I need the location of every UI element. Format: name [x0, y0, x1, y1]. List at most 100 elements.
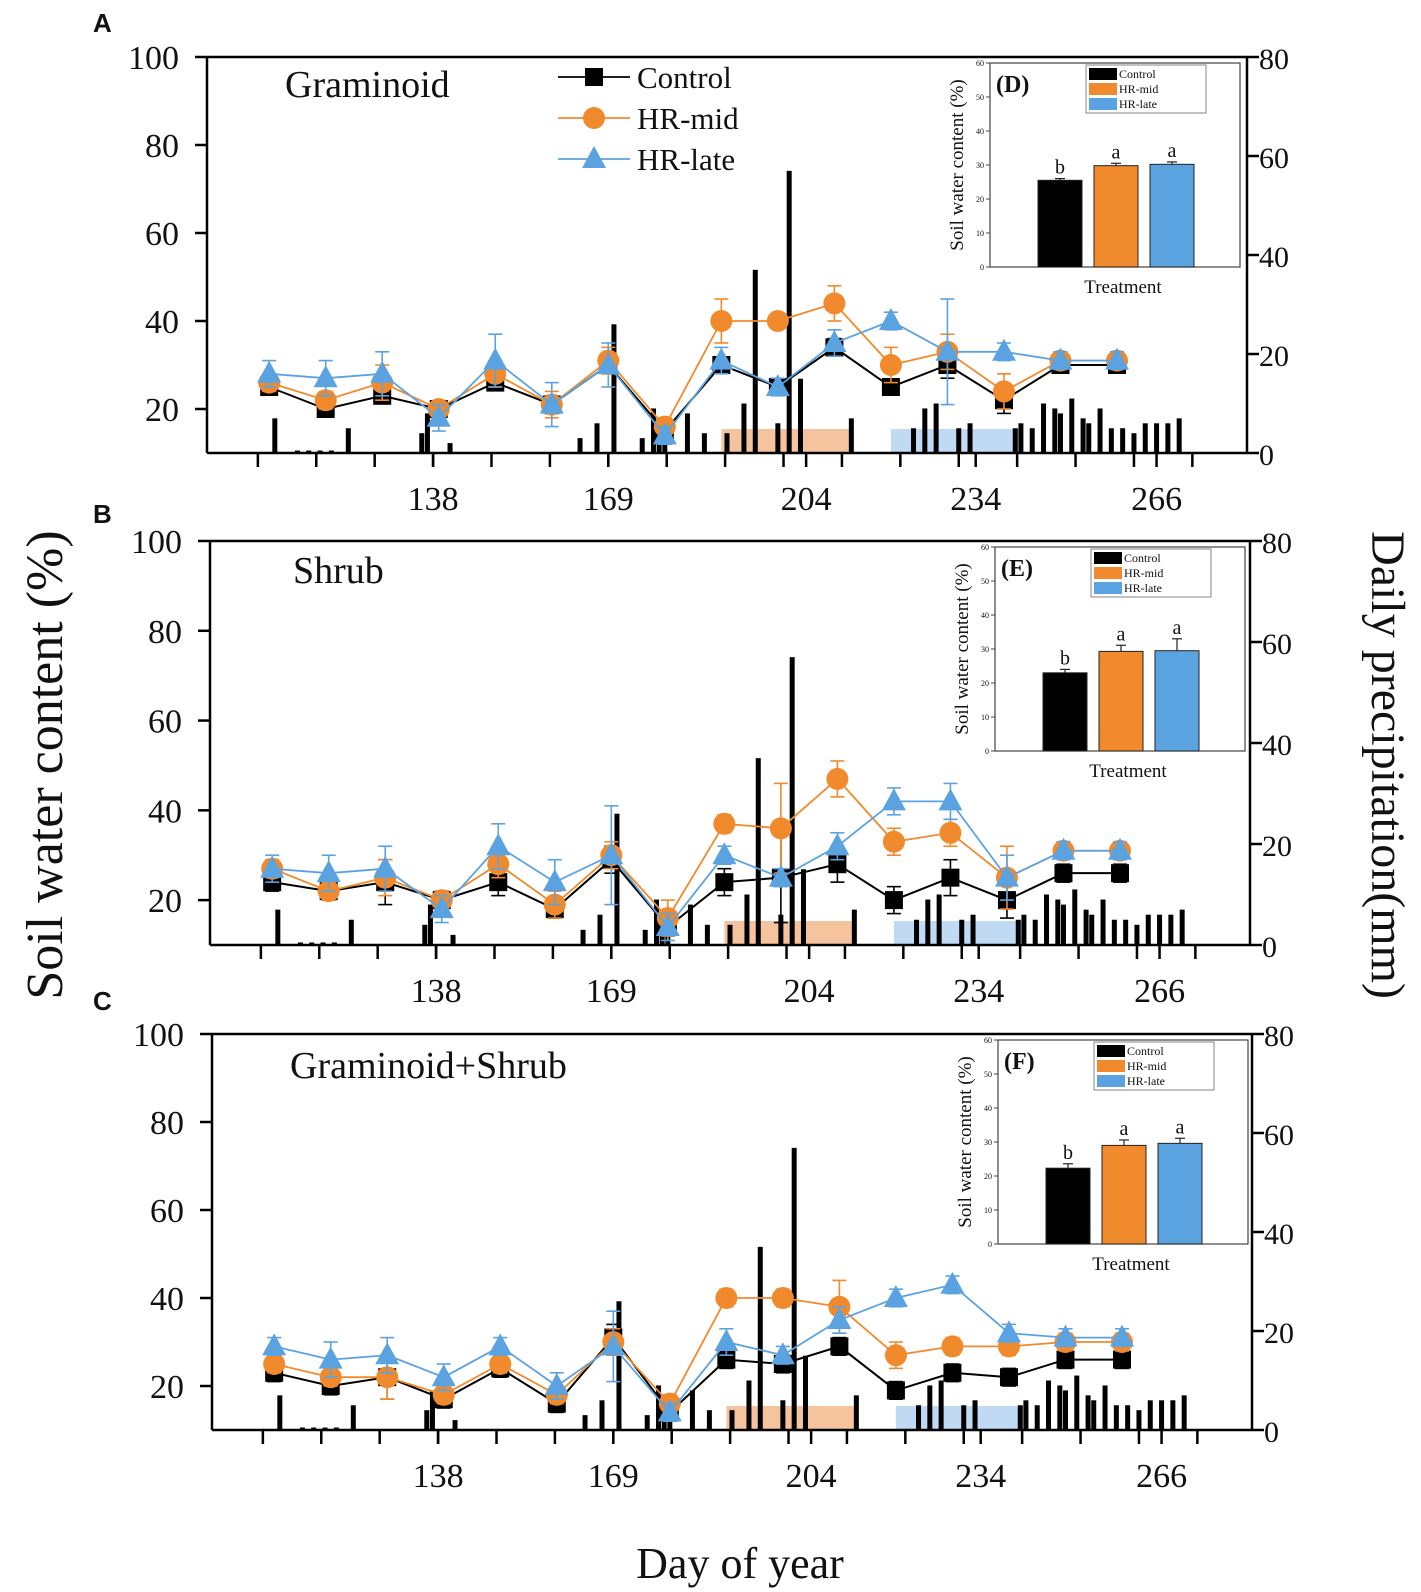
precipitation-bar	[724, 433, 730, 453]
precipitation-bar	[447, 443, 453, 453]
data-point	[765, 374, 790, 396]
panel-title: Shrub	[293, 550, 384, 592]
data-point	[544, 1373, 569, 1395]
precipitation-bar	[1055, 899, 1061, 945]
data-point	[314, 389, 337, 412]
inset-bar-control	[1042, 672, 1088, 752]
precipitation-bar	[961, 1405, 967, 1430]
data-point	[822, 330, 847, 352]
precipitation-bar	[1032, 919, 1038, 945]
precipitation-bar	[1097, 408, 1103, 453]
data-point	[599, 842, 624, 865]
data-point	[262, 1333, 287, 1356]
control-line	[273, 1336, 1122, 1414]
data-point	[1105, 347, 1129, 370]
y-tick-label: 20	[145, 392, 179, 429]
data-point	[488, 1333, 513, 1356]
precipitation-bar	[755, 758, 761, 945]
precipitation-bar	[851, 909, 857, 945]
y2-tick-label: 20	[1264, 1317, 1294, 1350]
data-point	[883, 1285, 908, 1307]
precipitation-bar	[786, 170, 792, 453]
data-point	[1051, 837, 1076, 860]
precipitation-bar	[651, 408, 657, 453]
precipitation-bar	[972, 1400, 978, 1430]
precipitation-bar	[967, 423, 973, 453]
y2-tick-label: 20	[1259, 340, 1289, 373]
y2-tick-label: 20	[1262, 830, 1292, 863]
inset-panel-label: (E)	[1001, 556, 1033, 582]
precipitation-bar	[970, 914, 976, 945]
inset-legend-swatch	[1089, 68, 1117, 80]
inset-bar-hr-late	[1157, 1142, 1203, 1245]
precipitation-bar	[1052, 408, 1058, 453]
series-hr-mid	[261, 760, 1131, 937]
precipitation-bar	[1069, 398, 1075, 453]
y2-tick-label: 60	[1262, 628, 1292, 661]
inset-y-label: Soil water content (%)	[955, 1056, 976, 1227]
inset-y-tick-label: 40	[976, 127, 984, 136]
precipitation-bar	[791, 1147, 797, 1430]
precipitation-bar	[297, 942, 303, 945]
data-point	[992, 380, 1015, 403]
significance-letter: b	[1063, 1142, 1073, 1164]
precipitation-bar	[1147, 1400, 1153, 1430]
significance-letter: b	[1060, 647, 1070, 669]
data-point	[884, 1344, 907, 1367]
precipitation-bar	[597, 914, 603, 945]
data-point	[373, 855, 398, 878]
precipitation-bar	[614, 813, 620, 945]
significance-letter: a	[1120, 1118, 1129, 1140]
x-tick-label: 138	[413, 1458, 464, 1495]
y2-tick-label: 80	[1264, 1020, 1294, 1053]
precipitation-bar	[427, 904, 433, 945]
inset-y-label: Soil water content (%)	[952, 563, 973, 734]
precipitation-bar	[757, 1246, 763, 1430]
inset-y-tick-label: 40	[981, 611, 989, 620]
legend-marker	[583, 107, 605, 129]
precipitation-bar	[644, 1415, 650, 1430]
precipitation-bar	[419, 433, 425, 453]
precipitation-bar	[580, 929, 586, 945]
data-point	[884, 891, 903, 910]
precipitation-bar	[1123, 919, 1129, 945]
precipitation-bar	[667, 1415, 673, 1430]
precipitation-bar	[925, 899, 931, 945]
precipitation-bar	[729, 1410, 735, 1430]
inset-bar-control	[1037, 179, 1083, 268]
precipitation-bar	[1134, 924, 1140, 945]
precipitation-bar	[309, 942, 315, 945]
inset-legend-label: HR-mid	[1127, 1059, 1166, 1073]
data-point	[769, 817, 792, 840]
precipitation-bar	[429, 1390, 435, 1430]
precipitation-bar	[1017, 1405, 1023, 1430]
data-point	[1108, 837, 1132, 860]
precipitation-bar	[639, 438, 645, 453]
precipitation-bar	[450, 934, 456, 945]
precipitation-bar	[611, 324, 617, 453]
x-tick-label: 234	[955, 1458, 1006, 1495]
precipitation-bar	[1100, 899, 1106, 945]
precipitation-bar	[936, 894, 942, 945]
inset-y-tick-label: 60	[981, 543, 989, 552]
data-point	[823, 292, 846, 315]
y-left-axis-title: Soil water content (%)	[17, 530, 74, 999]
data-point	[257, 360, 282, 383]
series-hr-mid	[263, 1279, 1133, 1415]
inset-legend-label: HR-late	[1119, 97, 1157, 111]
inset-d: 0 10 20 30 40 50 60 Soil water content (%) (D) Tr…	[947, 59, 1241, 298]
precipitation-bar	[1080, 418, 1086, 453]
y-tick-label: 60	[148, 704, 182, 741]
panel-letter: B	[93, 499, 112, 529]
precipitation-bar	[1120, 428, 1126, 453]
legend: Control HR-mid HR-late	[558, 60, 739, 177]
y2-tick-label: 40	[1259, 241, 1289, 274]
hr-late-period-band	[895, 1406, 1026, 1430]
legend-label: HR-late	[637, 142, 735, 177]
data-point	[601, 1333, 626, 1356]
precipitation-bar	[800, 869, 806, 945]
significance-letter: a	[1176, 1116, 1185, 1138]
precipitation-bar	[577, 438, 583, 453]
precipitation-bar	[744, 894, 750, 945]
inset-legend-label: Control	[1124, 551, 1161, 565]
